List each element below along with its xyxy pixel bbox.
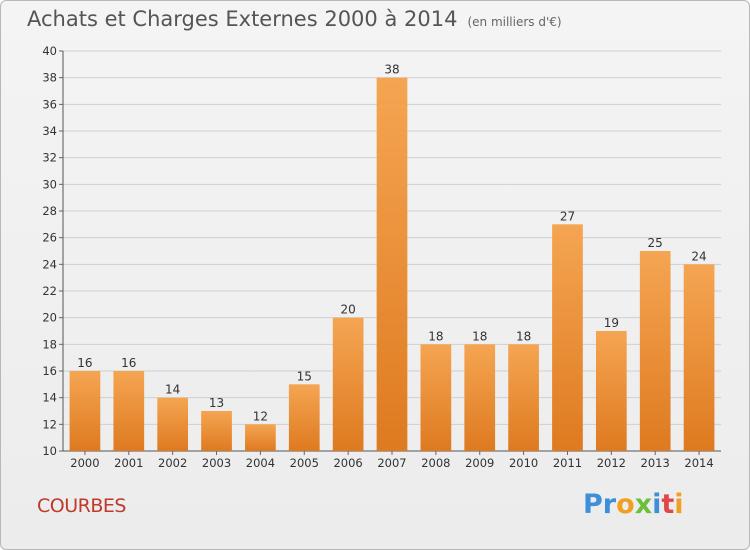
y-tick-label: 38 bbox=[42, 71, 57, 85]
chart-title-text: Achats et Charges Externes 2000 à 2014 bbox=[27, 7, 458, 31]
logo-letter: i bbox=[674, 489, 684, 520]
proxiti-logo: Proxiti bbox=[583, 489, 684, 520]
logo-letter: o bbox=[616, 489, 635, 520]
y-tick-label: 24 bbox=[42, 257, 57, 271]
data-label-2005: 15 bbox=[297, 369, 312, 383]
bar-2004 bbox=[245, 424, 276, 451]
chart-unit: (en milliers d'€) bbox=[467, 15, 562, 29]
y-tick-label: 34 bbox=[42, 124, 57, 138]
data-label-2002: 14 bbox=[165, 383, 180, 397]
y-tick-label: 30 bbox=[42, 177, 57, 191]
y-tick-label: 22 bbox=[42, 284, 57, 298]
data-label-2000: 16 bbox=[77, 356, 92, 370]
x-tick-label: 2013 bbox=[641, 456, 670, 470]
y-tick-label: 20 bbox=[42, 311, 57, 325]
bar-2009 bbox=[464, 344, 496, 451]
bar-2000 bbox=[69, 371, 101, 451]
x-tick-label: 2001 bbox=[114, 456, 143, 470]
x-tick-label: 2002 bbox=[158, 456, 187, 470]
logo-letter: r bbox=[602, 489, 617, 520]
bar-2003 bbox=[201, 411, 232, 451]
y-tick-label: 32 bbox=[42, 151, 57, 165]
bar-2005 bbox=[288, 384, 320, 451]
x-tick-label: 2004 bbox=[246, 456, 275, 470]
bar-2013 bbox=[639, 251, 671, 451]
x-tick-label: 2003 bbox=[202, 456, 231, 470]
data-label-2009: 18 bbox=[472, 329, 487, 343]
y-tick-label: 36 bbox=[42, 97, 57, 111]
commune-name: COURBES bbox=[37, 495, 126, 517]
x-tick-label: 2000 bbox=[70, 456, 99, 470]
x-tick-label: 2005 bbox=[290, 456, 319, 470]
bar-2010 bbox=[508, 344, 539, 451]
data-label-2012: 19 bbox=[604, 316, 619, 330]
y-tick-label: 12 bbox=[42, 417, 57, 431]
logo-letter: P bbox=[583, 489, 603, 520]
bar-2014 bbox=[683, 264, 715, 451]
bar-2007 bbox=[376, 77, 408, 452]
bars: 16 16 14 13 12 15 20 38 18 18 18 27 19 25 24 bbox=[69, 63, 715, 452]
data-label-2004: 12 bbox=[253, 409, 268, 423]
x-tick-label: 2011 bbox=[553, 456, 582, 470]
x-tick-label: 2008 bbox=[421, 456, 450, 470]
x-tick-label: 2006 bbox=[333, 456, 362, 470]
data-label-2011: 27 bbox=[560, 209, 575, 223]
data-label-2013: 25 bbox=[648, 236, 663, 250]
y-tick-label: 18 bbox=[42, 337, 57, 351]
data-label-2008: 18 bbox=[428, 329, 443, 343]
x-tick-label: 2014 bbox=[684, 456, 713, 470]
data-label-2010: 18 bbox=[516, 329, 531, 343]
bar-2001 bbox=[113, 371, 145, 451]
bar-2006 bbox=[332, 317, 364, 451]
x-tick-label: 2010 bbox=[509, 456, 538, 470]
bar-2011 bbox=[552, 224, 583, 451]
data-label-2003: 13 bbox=[209, 396, 224, 410]
data-label-2007: 38 bbox=[384, 63, 399, 77]
bar-2012 bbox=[595, 331, 627, 451]
bar-2008 bbox=[420, 344, 452, 451]
y-tick-label: 26 bbox=[42, 231, 57, 245]
x-tick-label: 2012 bbox=[597, 456, 626, 470]
y-tick-label: 14 bbox=[42, 391, 57, 405]
y-tick-label: 16 bbox=[42, 364, 57, 378]
y-tick-label: 40 bbox=[42, 44, 57, 58]
logo-letter: t bbox=[661, 489, 675, 520]
x-tick-label: 2009 bbox=[465, 456, 494, 470]
chart-title: Achats et Charges Externes 2000 à 2014 (e… bbox=[27, 7, 562, 31]
x-tick-label: 2007 bbox=[377, 456, 406, 470]
data-label-2001: 16 bbox=[121, 356, 136, 370]
y-tick-label: 28 bbox=[42, 204, 57, 218]
data-label-2014: 24 bbox=[691, 249, 706, 263]
tick-labels: 10 12 14 16 18 20 22 24 26 28 30 32 34 36 38 40 2000 2001… bbox=[42, 44, 713, 470]
logo-letter: x bbox=[634, 489, 653, 520]
y-tick-label: 10 bbox=[42, 444, 57, 458]
logo-letter: i bbox=[652, 489, 662, 520]
data-label-2006: 20 bbox=[340, 303, 355, 317]
bar-2002 bbox=[157, 397, 189, 451]
